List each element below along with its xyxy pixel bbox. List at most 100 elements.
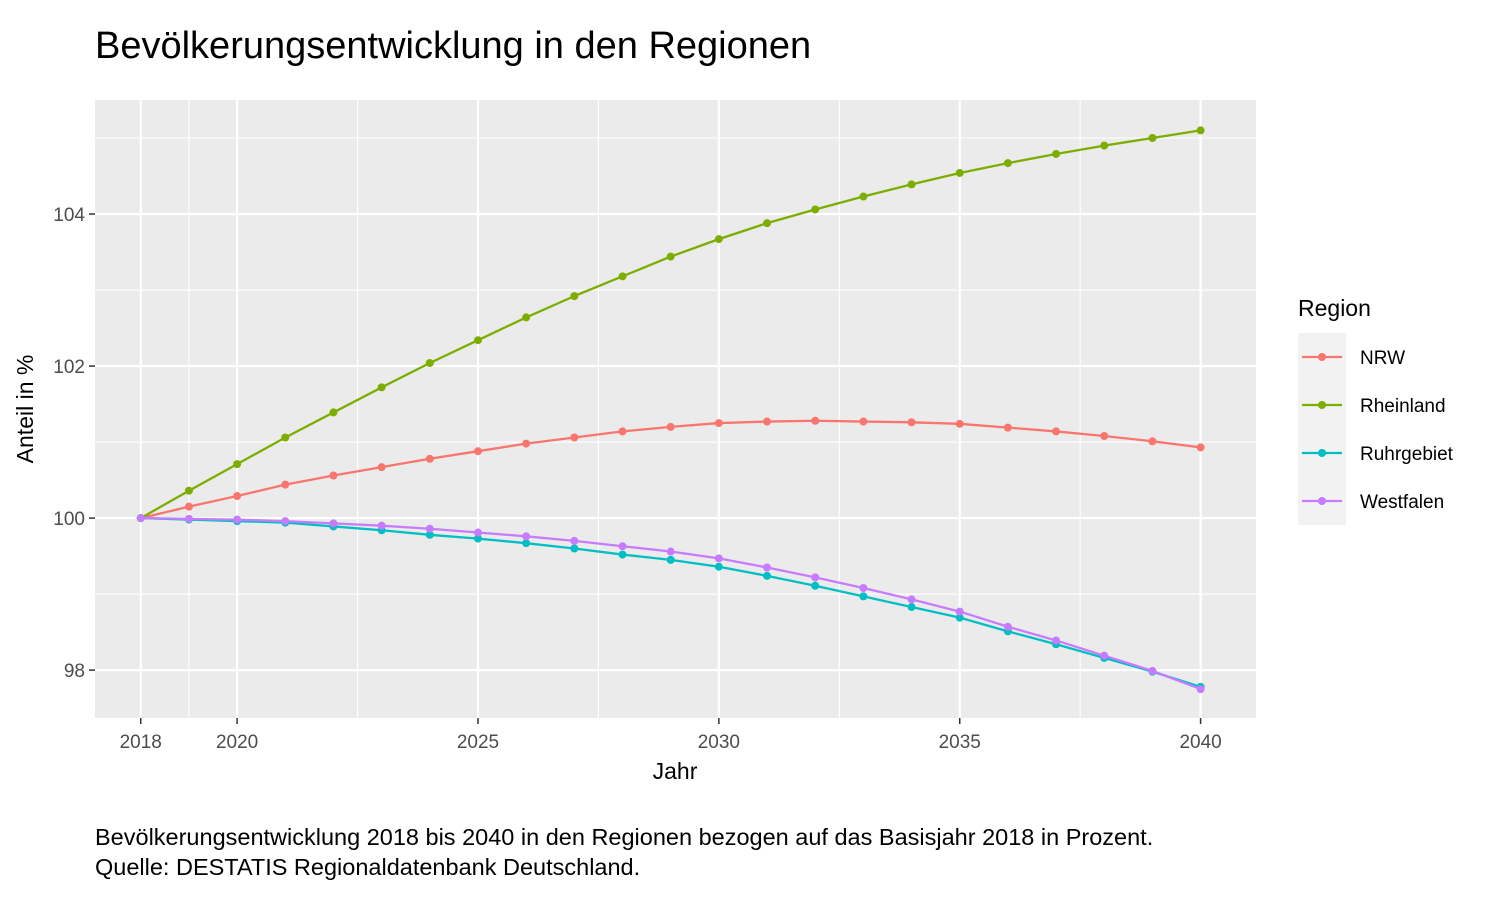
data-point-rheinland xyxy=(1196,126,1205,135)
data-point-nrw xyxy=(425,454,434,463)
data-point-nrw xyxy=(859,417,868,426)
data-point-rheinland xyxy=(763,219,772,228)
data-point-westfalen xyxy=(473,528,482,537)
data-point-rheinland xyxy=(907,180,916,189)
x-tick-label: 2018 xyxy=(120,732,162,753)
data-point-westfalen xyxy=(714,554,723,563)
data-point-westfalen xyxy=(859,584,868,593)
y-tick-label: 98 xyxy=(64,661,85,682)
data-point-westfalen xyxy=(570,536,579,545)
data-point-nrw xyxy=(233,492,242,501)
data-point-nrw xyxy=(955,419,964,428)
data-point-rheinland xyxy=(1003,159,1012,168)
x-tick-label: 2040 xyxy=(1179,732,1221,753)
data-point-westfalen xyxy=(955,607,964,616)
legend-key-point xyxy=(1318,449,1326,457)
data-point-rheinland xyxy=(1148,134,1157,143)
data-point-nrw xyxy=(1148,437,1157,446)
x-tick-label: 2020 xyxy=(216,732,258,753)
y-tick-label: 100 xyxy=(53,509,85,530)
data-point-rheinland xyxy=(1052,149,1061,158)
legend-key-point xyxy=(1318,497,1326,505)
data-point-westfalen xyxy=(1100,651,1109,660)
caption-line-2: Quelle: DESTATIS Regionaldatenbank Deuts… xyxy=(95,854,640,880)
data-point-ruhrgebiet xyxy=(811,581,820,590)
legend: Region NRW Rheinland Ruhrgebiet Westfalen xyxy=(1298,295,1454,525)
data-point-nrw xyxy=(811,416,820,425)
series-westfalen xyxy=(136,514,1205,694)
data-point-rheinland xyxy=(618,272,627,281)
data-point-westfalen xyxy=(666,547,675,556)
data-point-ruhrgebiet xyxy=(425,530,434,539)
legend-label-ruhrgebiet: Ruhrgebiet xyxy=(1360,444,1454,465)
series-nrw xyxy=(136,416,1205,523)
data-point-rheinland xyxy=(859,192,868,201)
legend-item-rheinland: Rheinland xyxy=(1302,396,1446,417)
data-point-westfalen xyxy=(329,519,338,528)
data-point-westfalen xyxy=(425,524,434,533)
data-point-rheinland xyxy=(233,460,242,469)
data-point-rheinland xyxy=(377,383,386,392)
data-point-nrw xyxy=(570,433,579,442)
caption-line-1: Bevölkerungsentwicklung 2018 bis 2040 in… xyxy=(95,824,1153,850)
data-point-ruhrgebiet xyxy=(859,592,868,601)
data-point-westfalen xyxy=(184,514,193,523)
legend-key-point xyxy=(1318,353,1326,361)
legend-item-ruhrgebiet: Ruhrgebiet xyxy=(1302,444,1454,465)
data-point-nrw xyxy=(1052,427,1061,436)
data-point-westfalen xyxy=(1003,622,1012,631)
data-point-rheinland xyxy=(184,486,193,495)
data-point-ruhrgebiet xyxy=(714,562,723,571)
data-point-nrw xyxy=(907,418,916,427)
x-axis-title: Jahr xyxy=(653,758,698,784)
data-point-ruhrgebiet xyxy=(907,603,916,612)
series-layer xyxy=(136,126,1205,694)
data-point-nrw xyxy=(184,502,193,511)
data-point-rheinland xyxy=(955,168,964,177)
legend-label-nrw: NRW xyxy=(1360,348,1405,369)
data-point-nrw xyxy=(1100,431,1109,440)
y-tick-label: 104 xyxy=(53,205,85,226)
chart-title: Bevölkerungsentwicklung in den Regionen xyxy=(95,25,811,67)
x-tick-label: 2025 xyxy=(457,732,499,753)
data-point-westfalen xyxy=(1196,685,1205,694)
data-point-westfalen xyxy=(811,573,820,582)
data-point-westfalen xyxy=(522,532,531,541)
data-point-nrw xyxy=(1003,423,1012,432)
grid-minor xyxy=(95,100,1256,718)
data-point-westfalen xyxy=(281,517,290,526)
data-point-westfalen xyxy=(1052,636,1061,645)
plot-panel xyxy=(95,100,1256,718)
data-point-ruhrgebiet xyxy=(666,555,675,564)
x-tick-label: 2030 xyxy=(698,732,740,753)
data-point-nrw xyxy=(281,480,290,489)
legend-title: Region xyxy=(1298,295,1371,321)
y-axis-title: Anteil in % xyxy=(12,355,38,464)
legend-item-nrw: NRW xyxy=(1302,348,1405,369)
y-tick-label: 102 xyxy=(53,357,85,378)
legend-key-background xyxy=(1298,333,1346,525)
data-point-rheinland xyxy=(425,359,434,368)
legend-item-westfalen: Westfalen xyxy=(1302,492,1444,513)
data-point-rheinland xyxy=(473,336,482,345)
data-point-ruhrgebiet xyxy=(473,534,482,543)
data-point-nrw xyxy=(714,419,723,428)
data-point-westfalen xyxy=(907,595,916,604)
data-point-westfalen xyxy=(618,542,627,551)
data-point-rheinland xyxy=(329,408,338,417)
data-point-ruhrgebiet xyxy=(570,544,579,553)
data-point-rheinland xyxy=(570,292,579,301)
y-axis: 98 100 102 104 xyxy=(53,205,95,682)
data-point-ruhrgebiet xyxy=(955,613,964,622)
data-point-nrw xyxy=(473,447,482,456)
data-point-westfalen xyxy=(233,515,242,524)
data-point-westfalen xyxy=(1148,666,1157,675)
data-point-rheinland xyxy=(522,313,531,322)
data-point-nrw xyxy=(666,422,675,431)
data-point-rheinland xyxy=(666,252,675,261)
data-point-westfalen xyxy=(136,514,145,523)
legend-label-rheinland: Rheinland xyxy=(1360,396,1446,417)
data-point-ruhrgebiet xyxy=(763,571,772,580)
data-point-ruhrgebiet xyxy=(618,550,627,559)
